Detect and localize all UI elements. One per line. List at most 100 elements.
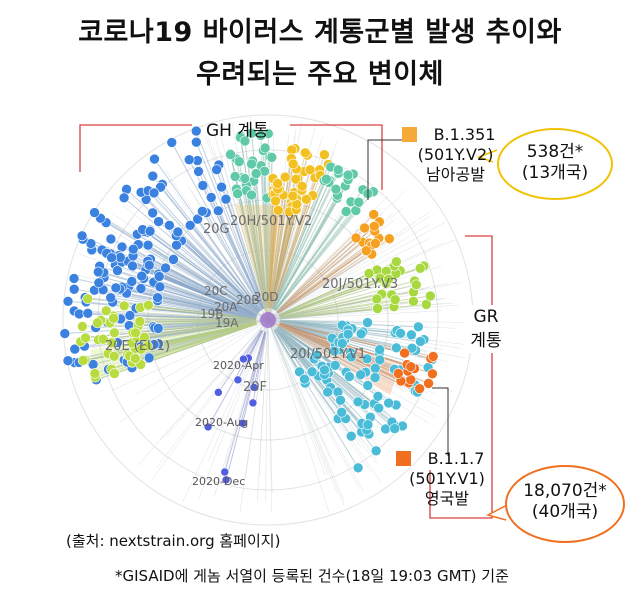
sample-node (127, 260, 138, 272)
tree-fine-branch (121, 204, 269, 321)
bubble-pointer-2 (485, 504, 508, 521)
sample-node (414, 383, 425, 394)
tree-branch (279, 320, 343, 326)
tree-fine-branch (155, 201, 269, 321)
sample-node (319, 149, 330, 160)
tree-branch (123, 197, 260, 313)
tree-fine-branch (267, 231, 403, 321)
clade-label-19B: 19B (200, 307, 224, 321)
sample-node (294, 366, 305, 378)
tree-branch (195, 141, 264, 310)
sample-node (82, 293, 94, 305)
sample-node (76, 230, 88, 242)
sample-node (143, 259, 155, 271)
tree-branch (274, 201, 360, 311)
sample-node (229, 171, 241, 182)
tree-branch (225, 331, 266, 480)
tree-fine-branch (267, 134, 290, 321)
gr-label-line1: GR (473, 307, 499, 327)
tree-branch (278, 325, 376, 379)
sample-node (374, 344, 385, 355)
tree-branch (279, 295, 431, 319)
sample-node (336, 406, 347, 418)
bubble-pointer-1 (476, 149, 498, 163)
tree-fine-branch (267, 195, 389, 321)
title-line-1: 코로나19 바이러스 계통군별 발생 추이와 (78, 17, 562, 48)
sample-node (290, 173, 302, 185)
sample-node (77, 355, 89, 366)
sample-node (279, 171, 291, 183)
time-label-apr: 2020-Apr (213, 359, 264, 372)
tree-fine-branch (267, 319, 345, 507)
sample-node (93, 277, 105, 289)
tree-branch (142, 229, 259, 314)
tree-fine-branch (111, 319, 269, 391)
sample-node (118, 300, 130, 312)
sample-node (168, 254, 179, 265)
tree-fine-branch (267, 319, 363, 450)
tree-fine-branch (77, 253, 269, 321)
sample-node (359, 222, 370, 234)
sample-node (352, 462, 364, 474)
sample-node (301, 194, 312, 205)
sample-node (203, 422, 213, 432)
sample-node (126, 276, 138, 287)
tree-fine-branch (136, 232, 269, 321)
tree-fine-branch (267, 265, 442, 321)
sample-node (205, 192, 217, 203)
sample-node (239, 173, 251, 184)
tree-fine-branch (213, 147, 269, 321)
sample-node (160, 262, 171, 274)
sample-node (214, 388, 223, 397)
clade-wedge-20H (235, 205, 285, 320)
sample-node (330, 183, 342, 195)
tree-fine-branch (267, 122, 302, 321)
gh-group-label: GH 계통 (206, 121, 269, 141)
sample-node (152, 323, 164, 334)
variant-code-b1351: B.1.351 (433, 125, 496, 144)
sample-node (77, 321, 88, 332)
sample-node (370, 238, 381, 249)
tree-fine-branch (151, 319, 269, 481)
tree-branch (242, 331, 266, 424)
tree-branch (195, 130, 265, 309)
sample-node (342, 328, 354, 340)
tree-branch (113, 315, 257, 321)
sample-node (369, 372, 381, 383)
sample-node (233, 375, 243, 385)
tree-fine-branch (222, 319, 269, 475)
tree-fine-branch (265, 319, 269, 503)
tree-fine-branch (267, 319, 326, 476)
clade-label-19A: 19A (215, 316, 239, 330)
sample-node (109, 327, 120, 339)
tree-branch (95, 323, 257, 378)
tree-branch (110, 297, 257, 319)
sample-node (62, 296, 74, 307)
sample-node (211, 164, 222, 175)
tree-fine-branch (256, 319, 269, 502)
sample-node (371, 293, 383, 305)
tree-branch (152, 175, 261, 311)
sample-node (362, 317, 373, 328)
gr-group-label: GR 계통 (466, 305, 506, 353)
sample-node (106, 252, 117, 264)
sample-node (270, 195, 281, 207)
sample-node (350, 232, 362, 244)
sample-node (153, 216, 164, 227)
tree-fine-branch (250, 117, 269, 321)
variant-label-b1351: B.1.351 (501Y.V2) 남아공발 (398, 125, 513, 185)
sample-node (105, 233, 117, 245)
gr-bracket (429, 235, 493, 519)
tree-fine-branch (267, 282, 462, 321)
sample-node (391, 342, 402, 354)
tree-fine-branch (260, 158, 269, 321)
sample-node (372, 390, 384, 402)
sample-node (370, 445, 382, 457)
tree-branch (176, 244, 260, 313)
sample-node (337, 338, 348, 349)
tree-fine-branch (262, 160, 269, 321)
sample-node (89, 368, 101, 379)
sample-node (362, 380, 374, 391)
tree-fine-branch (198, 319, 269, 500)
sample-node (142, 239, 154, 251)
